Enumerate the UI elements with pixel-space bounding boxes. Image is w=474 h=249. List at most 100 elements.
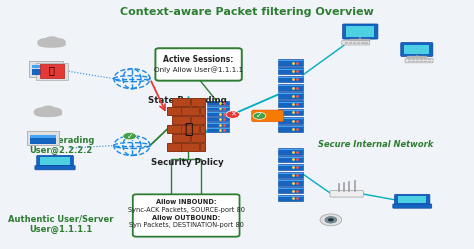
FancyBboxPatch shape — [252, 110, 283, 122]
Bar — [278, 172, 302, 178]
Bar — [181, 143, 199, 151]
Bar — [278, 187, 302, 193]
Bar — [412, 61, 415, 62]
Bar — [428, 61, 431, 62]
Bar — [278, 76, 302, 82]
Circle shape — [320, 214, 342, 226]
Bar — [200, 143, 205, 151]
Bar — [167, 143, 184, 151]
Bar — [349, 42, 352, 43]
Bar — [356, 42, 360, 43]
Text: Sync-ACK Packets, SOURCE-port 80: Sync-ACK Packets, SOURCE-port 80 — [128, 207, 245, 213]
Bar — [345, 43, 348, 44]
Bar — [278, 181, 302, 182]
Bar — [365, 43, 368, 44]
FancyBboxPatch shape — [393, 204, 432, 208]
Bar — [27, 131, 59, 145]
Text: ✕: ✕ — [230, 112, 236, 118]
FancyBboxPatch shape — [330, 191, 364, 197]
Bar — [172, 134, 190, 142]
Bar — [191, 98, 205, 106]
Bar — [29, 135, 56, 138]
Text: State Recording: State Recording — [148, 96, 227, 106]
Bar — [361, 42, 364, 43]
Bar — [278, 109, 302, 116]
Bar — [32, 69, 60, 72]
Bar — [278, 69, 302, 70]
Bar — [278, 59, 302, 66]
Text: Context-aware Packet filtering Overview: Context-aware Packet filtering Overview — [120, 7, 374, 17]
Bar — [278, 196, 302, 197]
Text: ✓: ✓ — [127, 132, 133, 141]
Bar — [407, 57, 427, 58]
Bar — [278, 157, 302, 158]
Text: Syn Packets, DESTINATION-port 80: Syn Packets, DESTINATION-port 80 — [129, 222, 244, 229]
Bar — [278, 148, 302, 155]
Bar — [278, 165, 302, 166]
FancyBboxPatch shape — [405, 58, 433, 63]
Circle shape — [123, 132, 137, 140]
Bar — [207, 122, 228, 126]
Bar — [278, 60, 302, 61]
Bar — [29, 141, 56, 144]
Bar — [420, 59, 423, 60]
Bar — [32, 65, 60, 68]
FancyBboxPatch shape — [343, 24, 378, 39]
Circle shape — [41, 106, 56, 115]
Bar — [278, 117, 302, 124]
Ellipse shape — [34, 111, 62, 117]
Bar — [207, 128, 228, 129]
Circle shape — [49, 108, 62, 115]
Bar — [181, 107, 199, 115]
Circle shape — [328, 218, 334, 222]
Circle shape — [325, 217, 337, 223]
Text: Allow INBOUND:: Allow INBOUND: — [156, 199, 217, 205]
Bar — [278, 92, 302, 99]
Bar — [278, 102, 302, 103]
Bar — [278, 179, 302, 186]
Circle shape — [38, 39, 52, 47]
Bar — [207, 117, 228, 121]
Ellipse shape — [38, 42, 66, 48]
Circle shape — [44, 37, 59, 45]
Bar — [278, 188, 302, 189]
Bar — [172, 98, 190, 106]
Text: Only Allow User@1.1.1.1: Only Allow User@1.1.1.1 — [154, 66, 243, 73]
Bar — [278, 100, 302, 107]
Text: Secure Internal Network: Secure Internal Network — [319, 140, 434, 149]
Bar — [278, 67, 302, 74]
Circle shape — [53, 39, 65, 46]
Bar — [353, 43, 356, 44]
Bar — [361, 43, 364, 44]
Bar — [408, 59, 411, 60]
Bar — [40, 157, 70, 165]
Text: ✓: ✓ — [256, 111, 263, 120]
Bar — [398, 196, 426, 203]
Bar — [424, 59, 427, 60]
Bar — [424, 61, 427, 62]
Bar — [207, 112, 228, 113]
Bar — [278, 118, 302, 119]
Bar — [428, 59, 431, 60]
Bar — [200, 107, 205, 115]
Text: Active Sessions:: Active Sessions: — [164, 55, 234, 64]
Bar — [207, 112, 228, 116]
FancyBboxPatch shape — [36, 155, 73, 167]
Bar — [40, 64, 64, 78]
Bar — [353, 42, 356, 43]
Bar — [412, 59, 415, 60]
Bar — [278, 195, 302, 201]
Bar — [167, 125, 184, 133]
Bar — [420, 61, 423, 62]
Bar — [278, 93, 302, 94]
Bar — [278, 125, 302, 132]
Text: Security Policy: Security Policy — [151, 158, 224, 167]
Bar — [32, 72, 60, 75]
Bar — [278, 77, 302, 78]
Bar — [404, 45, 429, 54]
FancyBboxPatch shape — [342, 41, 370, 45]
Bar — [416, 59, 419, 60]
Bar — [207, 107, 228, 108]
FancyBboxPatch shape — [133, 194, 239, 237]
Bar — [365, 42, 368, 43]
